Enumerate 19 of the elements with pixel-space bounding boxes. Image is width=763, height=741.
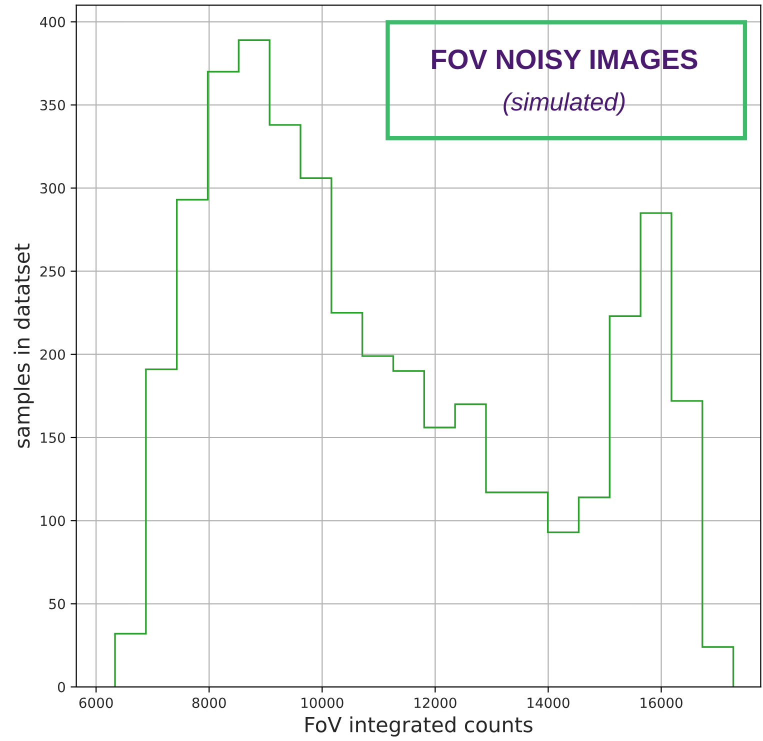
y-axis-title: samples in datatset	[14, 244, 34, 448]
y-tick-label: 250	[40, 266, 65, 277]
annotation: FOV NOISY IMAGES	[432, 50, 698, 70]
x-tick-label: 14000	[528, 698, 570, 708]
y-tick-label: 150	[40, 432, 65, 443]
y-tick-label: 0	[58, 682, 65, 692]
x-tick-label: 6000	[79, 698, 113, 708]
annotation: (simulated)	[504, 92, 625, 116]
y-tick-label: 50	[49, 598, 65, 610]
x-tick-label: 16000	[640, 698, 682, 708]
y-tick-label: 100	[40, 516, 65, 526]
x-tick-label: 8000	[192, 698, 226, 708]
x-tick-label: 10000	[302, 698, 344, 708]
y-tick-label: 350	[40, 100, 65, 110]
x-axis-title: FoV integrated counts	[306, 716, 532, 736]
y-tick-label: 200	[40, 349, 65, 360]
x-tick-label: 12000	[414, 698, 456, 708]
y-tick-label: 300	[40, 183, 65, 194]
y-tick-label: 400	[40, 16, 65, 28]
